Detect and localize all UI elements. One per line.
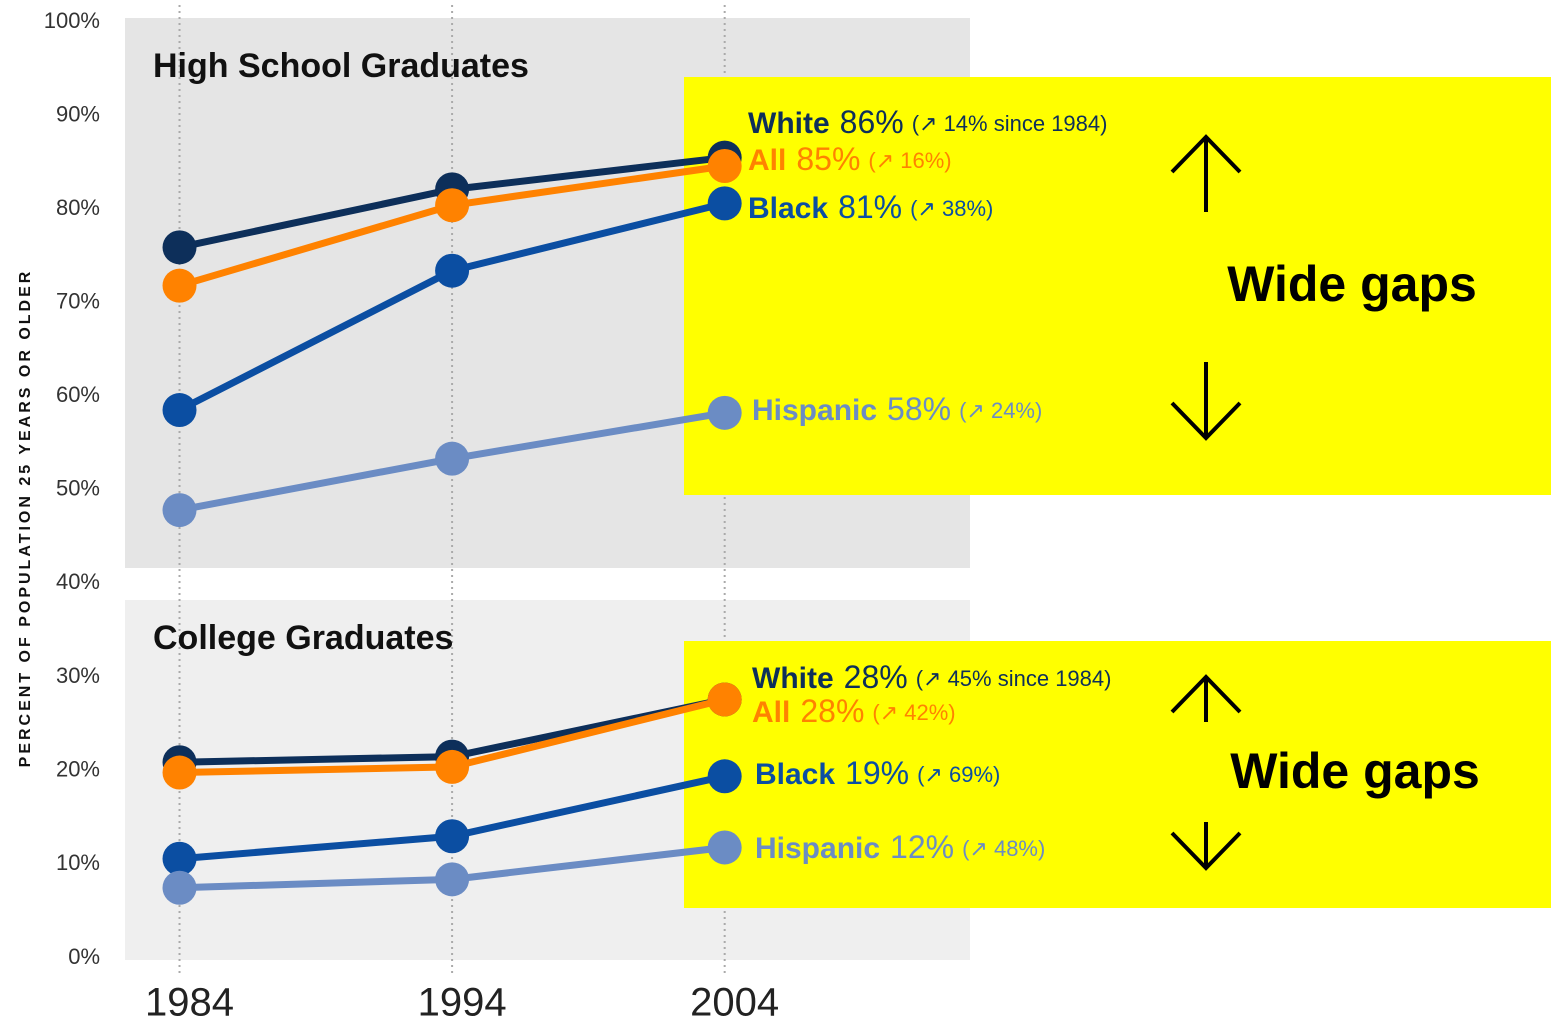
change-note: (↗ 45% since 1984) [916,666,1112,691]
series-label: All 85% (↗ 16%) [748,141,952,177]
annotation: Wide gaps [1230,743,1480,799]
point [162,841,197,876]
point [707,186,742,221]
value-label: 81% [838,189,902,225]
change-note: (↗ 38%) [910,196,993,221]
annotation: Wide gaps [1227,256,1477,312]
value-label: 12% [890,829,954,865]
change-note: (↗ 24%) [959,398,1042,423]
series-label: Hispanic 12% (↗ 48%) [755,829,1045,865]
legend-name: White [748,107,830,140]
change-note: (↗ 14% since 1984) [912,111,1108,136]
change-note: (↗ 69%) [917,762,1000,787]
point [162,230,197,265]
point [435,441,470,476]
value-label: 28% [844,659,908,695]
y-tick-label: 20% [56,756,100,781]
y-tick-label: 80% [56,195,100,220]
series-label: Black 81% (↗ 38%) [748,189,993,225]
highlight-box [684,641,1551,908]
change-note: (↗ 48%) [962,836,1045,861]
point [162,755,197,790]
point [435,188,470,223]
y-tick-label: 10% [56,850,100,875]
legend-name: Black [748,192,828,225]
y-tick-label: 30% [56,663,100,688]
series-label: Black 19% (↗ 69%) [755,755,1000,791]
point [435,253,470,288]
series-label: White 86% (↗ 14% since 1984) [748,104,1107,140]
legend-name: All [752,696,790,729]
x-tick-label: 2004 [690,981,779,1025]
arrow-up [1170,134,1242,212]
point [435,862,470,897]
series-label: Hispanic 58% (↗ 24%) [752,391,1042,427]
y-tick-label: 100% [44,8,100,33]
y-tick-label: 50% [56,475,100,500]
y-tick-label: 60% [56,382,100,407]
arrow-down [1170,822,1242,871]
y-tick-label: 0% [68,944,100,969]
panel-title: College Graduates [153,619,453,657]
value-label: 85% [796,141,860,177]
legend-name: White [752,662,834,695]
value-label: 86% [840,104,904,140]
point [707,395,742,430]
y-tick-label: 90% [56,101,100,126]
point [707,830,742,865]
arrow-up [1170,674,1242,722]
series-label: White 28% (↗ 45% since 1984) [752,659,1111,695]
point [162,870,197,905]
change-note: (↗ 42%) [872,700,955,725]
value-label: 58% [887,391,951,427]
legend-name: All [748,144,786,177]
x-tick-label: 1984 [145,981,234,1025]
point [435,819,470,854]
legend-name: Black [755,758,835,791]
point [707,682,742,717]
point [162,393,197,428]
legend-name: Hispanic [755,832,880,865]
x-tick-label: 1994 [418,981,507,1025]
value-label: 28% [800,693,864,729]
point [162,268,197,303]
point [435,749,470,784]
y-tick-label: 40% [56,569,100,594]
point [707,759,742,794]
legend-name: Hispanic [752,394,877,427]
value-label: 19% [845,755,909,791]
y-tick-label: 70% [56,288,100,313]
panel-title: High School Graduates [153,47,529,85]
series-label: All 28% (↗ 42%) [752,693,956,729]
arrow-down [1170,362,1242,441]
highlight-box [684,77,1551,495]
point [162,493,197,528]
y-axis-label: PERCENT OF POPULATION 25 YEARS OR OLDER [17,269,34,768]
point [707,148,742,183]
change-note: (↗ 16%) [868,148,951,173]
